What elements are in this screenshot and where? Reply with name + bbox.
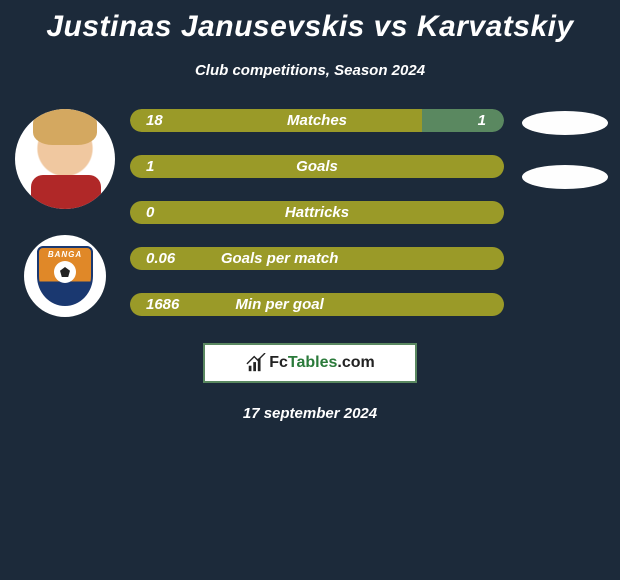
stat-left-value: 0.06	[130, 250, 175, 267]
stat-label: Min per goal	[235, 296, 323, 313]
badge-label: BANGA	[48, 250, 82, 259]
stat-left-value: 1686	[130, 296, 179, 313]
stat-left-value: 1	[130, 158, 154, 175]
stat-bar: 1686 Min per goal	[130, 293, 504, 316]
stat-label: Goals	[296, 158, 338, 175]
footer-suf: .com	[337, 354, 374, 371]
stat-row: 18 1 Matches	[130, 109, 504, 132]
date-label: 17 september 2024	[0, 405, 620, 422]
badge-shield-icon: BANGA	[37, 246, 93, 306]
stat-left-value: 18	[130, 112, 163, 129]
footer-site-box[interactable]: FcTables.com	[203, 343, 417, 383]
stat-row: 0.06 Goals per match	[130, 247, 504, 270]
stat-row: 1686 Min per goal	[130, 293, 504, 316]
stat-row: 0 Hattricks	[130, 201, 504, 224]
player-face-graphic	[25, 117, 105, 207]
footer-site-label: FcTables.com	[269, 354, 375, 372]
right-ellipse	[522, 111, 608, 135]
footer-mid: Tables	[288, 354, 338, 371]
stat-label: Matches	[287, 112, 347, 129]
content-area: BANGA 18 1 Matches 1 Goals 0 Hattricks 0.06 Goal…	[0, 109, 620, 317]
right-ellipse	[522, 165, 608, 189]
bar-chart-icon	[245, 353, 267, 373]
stat-label: Goals per match	[221, 250, 339, 267]
player-photo	[15, 109, 115, 209]
stat-right-value: 1	[478, 112, 504, 129]
stat-bar: 0 Hattricks	[130, 201, 504, 224]
footer-pre: Fc	[269, 354, 288, 371]
comparison-title: Justinas Janusevskis vs Karvatskiy	[0, 0, 620, 44]
stat-left-value: 0	[130, 204, 154, 221]
club-badge: BANGA	[24, 235, 106, 317]
left-column: BANGA	[0, 109, 130, 317]
stat-label: Hattricks	[285, 204, 349, 221]
stat-bar: 1 Goals	[130, 155, 504, 178]
footer-logo: FcTables.com	[245, 353, 375, 373]
stat-bars: 18 1 Matches 1 Goals 0 Hattricks 0.06 Goals per …	[130, 109, 510, 316]
badge-ball-icon	[54, 261, 76, 283]
comparison-subtitle: Club competitions, Season 2024	[0, 62, 620, 79]
stat-bar: 18 1 Matches	[130, 109, 504, 132]
stat-row: 1 Goals	[130, 155, 504, 178]
right-column	[510, 109, 620, 189]
bar-left-segment	[130, 109, 422, 132]
stat-bar: 0.06 Goals per match	[130, 247, 504, 270]
